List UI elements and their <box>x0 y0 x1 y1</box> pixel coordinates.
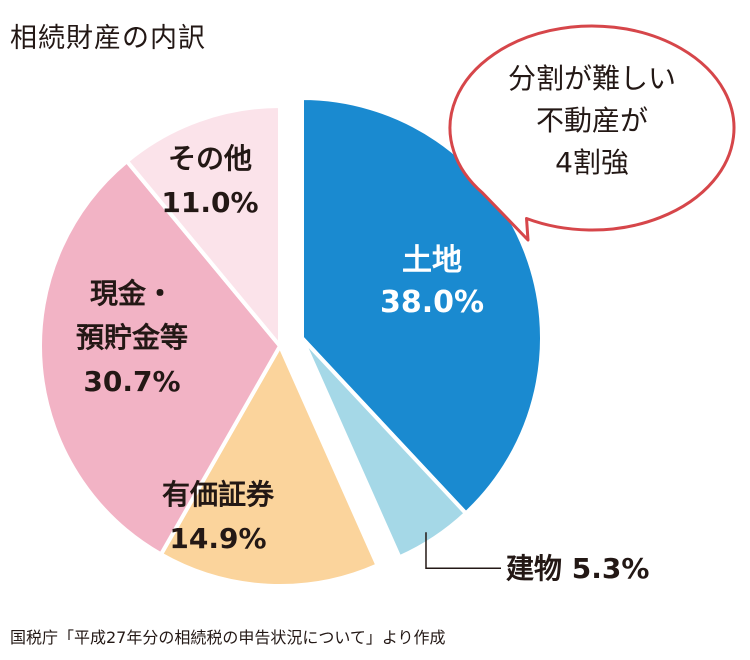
leader-line-building <box>425 532 501 569</box>
pie-slice-other <box>124 104 282 348</box>
slice-label-cash: 現金・ <box>90 277 174 310</box>
pie-slice-land <box>300 96 544 516</box>
source-note: 国税庁「平成27年分の相続税の申告状況について」より作成 <box>10 628 446 647</box>
callout-line: 不動産が <box>536 104 648 137</box>
slice-label-building: 建物 5.3% <box>506 552 649 585</box>
slice-value-land: 38.0% <box>380 285 484 320</box>
pie-slice-cash <box>38 159 282 557</box>
slice-value-cash: 30.7% <box>83 365 180 398</box>
slice-label-other: その他 <box>168 142 252 175</box>
callout-outline <box>448 24 736 242</box>
slice-value-other: 11.0% <box>161 186 258 219</box>
callout-line: 4割強 <box>555 146 629 179</box>
slice-label-securities: 有価証券 <box>162 478 275 511</box>
slice-label-land: 土地 <box>402 243 462 278</box>
pie-slice-securities <box>158 344 380 588</box>
chart-title: 相続財産の内訳 <box>10 23 206 54</box>
slice-label-cash: 預貯金等 <box>76 321 188 354</box>
slice-value-securities: 14.9% <box>169 522 266 555</box>
callout-line: 分割が難しい <box>508 62 676 95</box>
pie-slice-building <box>300 336 468 560</box>
